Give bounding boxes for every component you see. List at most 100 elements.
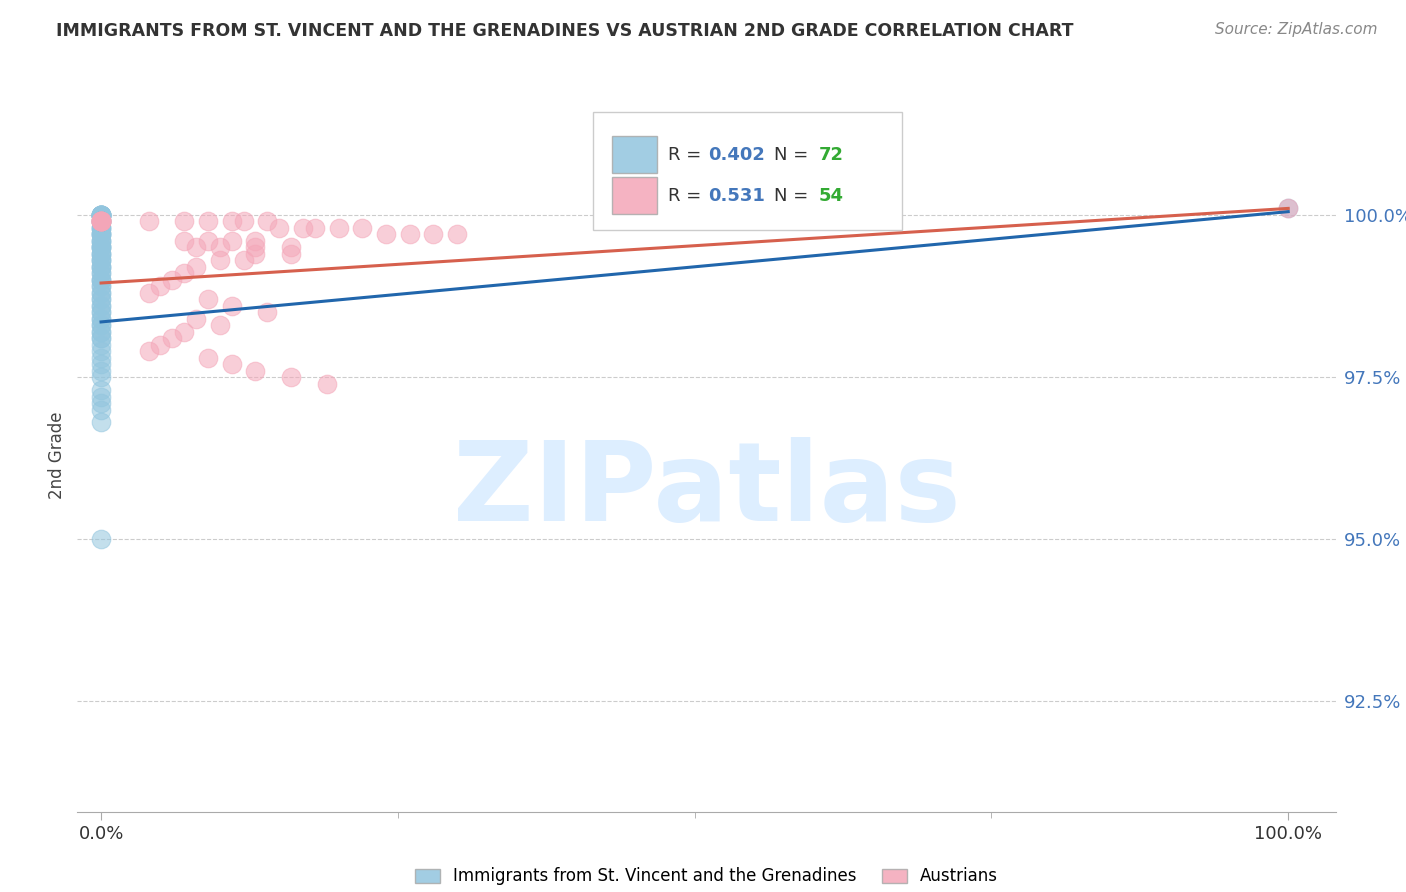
- Point: [197, 234, 219, 248]
- Point: [245, 234, 267, 248]
- Point: [90, 351, 112, 365]
- Point: [173, 325, 195, 339]
- Point: [256, 214, 278, 228]
- Point: [90, 285, 112, 300]
- Point: [90, 208, 112, 222]
- Text: R =: R =: [668, 145, 706, 163]
- Point: [208, 240, 231, 254]
- Point: [291, 220, 314, 235]
- Point: [398, 227, 420, 242]
- Point: [221, 214, 243, 228]
- Point: [90, 214, 112, 228]
- Point: [90, 292, 112, 306]
- Point: [90, 214, 112, 228]
- Point: [197, 292, 219, 306]
- FancyBboxPatch shape: [612, 136, 658, 173]
- Point: [149, 337, 172, 351]
- Point: [90, 383, 112, 397]
- Point: [352, 220, 374, 235]
- Point: [138, 285, 160, 300]
- Point: [90, 260, 112, 274]
- Point: [90, 299, 112, 313]
- Point: [90, 208, 112, 222]
- Point: [90, 253, 112, 268]
- Point: [90, 273, 112, 287]
- Point: [245, 363, 267, 377]
- Y-axis label: 2nd Grade: 2nd Grade: [48, 411, 66, 499]
- Point: [90, 220, 112, 235]
- Point: [90, 208, 112, 222]
- Point: [90, 416, 112, 430]
- Point: [90, 260, 112, 274]
- Point: [162, 331, 184, 345]
- Text: IMMIGRANTS FROM ST. VINCENT AND THE GRENADINES VS AUSTRIAN 2ND GRADE CORRELATION: IMMIGRANTS FROM ST. VINCENT AND THE GREN…: [56, 22, 1074, 40]
- Point: [90, 247, 112, 261]
- Point: [90, 208, 112, 222]
- Point: [90, 292, 112, 306]
- Point: [446, 227, 468, 242]
- Point: [90, 240, 112, 254]
- Point: [90, 337, 112, 351]
- Point: [280, 247, 302, 261]
- Point: [1277, 202, 1299, 216]
- Point: [90, 311, 112, 326]
- Point: [208, 253, 231, 268]
- Point: [138, 214, 160, 228]
- Point: [90, 325, 112, 339]
- Point: [90, 396, 112, 410]
- Point: [90, 247, 112, 261]
- Point: [304, 220, 326, 235]
- Point: [280, 240, 302, 254]
- Point: [90, 533, 112, 547]
- Point: [90, 305, 112, 319]
- Point: [90, 331, 112, 345]
- Point: [90, 331, 112, 345]
- Text: ZIPatlas: ZIPatlas: [453, 437, 960, 544]
- Text: 72: 72: [818, 145, 844, 163]
- Point: [90, 220, 112, 235]
- Point: [173, 266, 195, 280]
- Point: [245, 240, 267, 254]
- Point: [197, 351, 219, 365]
- Point: [90, 234, 112, 248]
- Point: [315, 376, 337, 391]
- Point: [90, 227, 112, 242]
- Point: [90, 234, 112, 248]
- Point: [90, 318, 112, 333]
- Point: [221, 299, 243, 313]
- Point: [90, 227, 112, 242]
- Point: [90, 214, 112, 228]
- Point: [90, 357, 112, 371]
- Point: [90, 253, 112, 268]
- Point: [90, 227, 112, 242]
- Point: [90, 220, 112, 235]
- Point: [90, 214, 112, 228]
- Point: [90, 214, 112, 228]
- Point: [221, 357, 243, 371]
- Point: [280, 370, 302, 384]
- Point: [90, 305, 112, 319]
- Point: [90, 285, 112, 300]
- Point: [1277, 202, 1299, 216]
- Text: 0.402: 0.402: [707, 145, 765, 163]
- Text: N =: N =: [775, 186, 814, 204]
- Point: [184, 311, 207, 326]
- Point: [90, 208, 112, 222]
- Point: [138, 344, 160, 359]
- Point: [162, 273, 184, 287]
- Point: [90, 240, 112, 254]
- Point: [245, 247, 267, 261]
- Point: [173, 214, 195, 228]
- Point: [90, 214, 112, 228]
- Point: [90, 208, 112, 222]
- Point: [422, 227, 444, 242]
- Point: [197, 214, 219, 228]
- Point: [90, 247, 112, 261]
- Point: [90, 325, 112, 339]
- Text: 0.531: 0.531: [707, 186, 765, 204]
- Point: [90, 214, 112, 228]
- Point: [208, 318, 231, 333]
- Point: [375, 227, 398, 242]
- Point: [90, 279, 112, 293]
- Point: [90, 390, 112, 404]
